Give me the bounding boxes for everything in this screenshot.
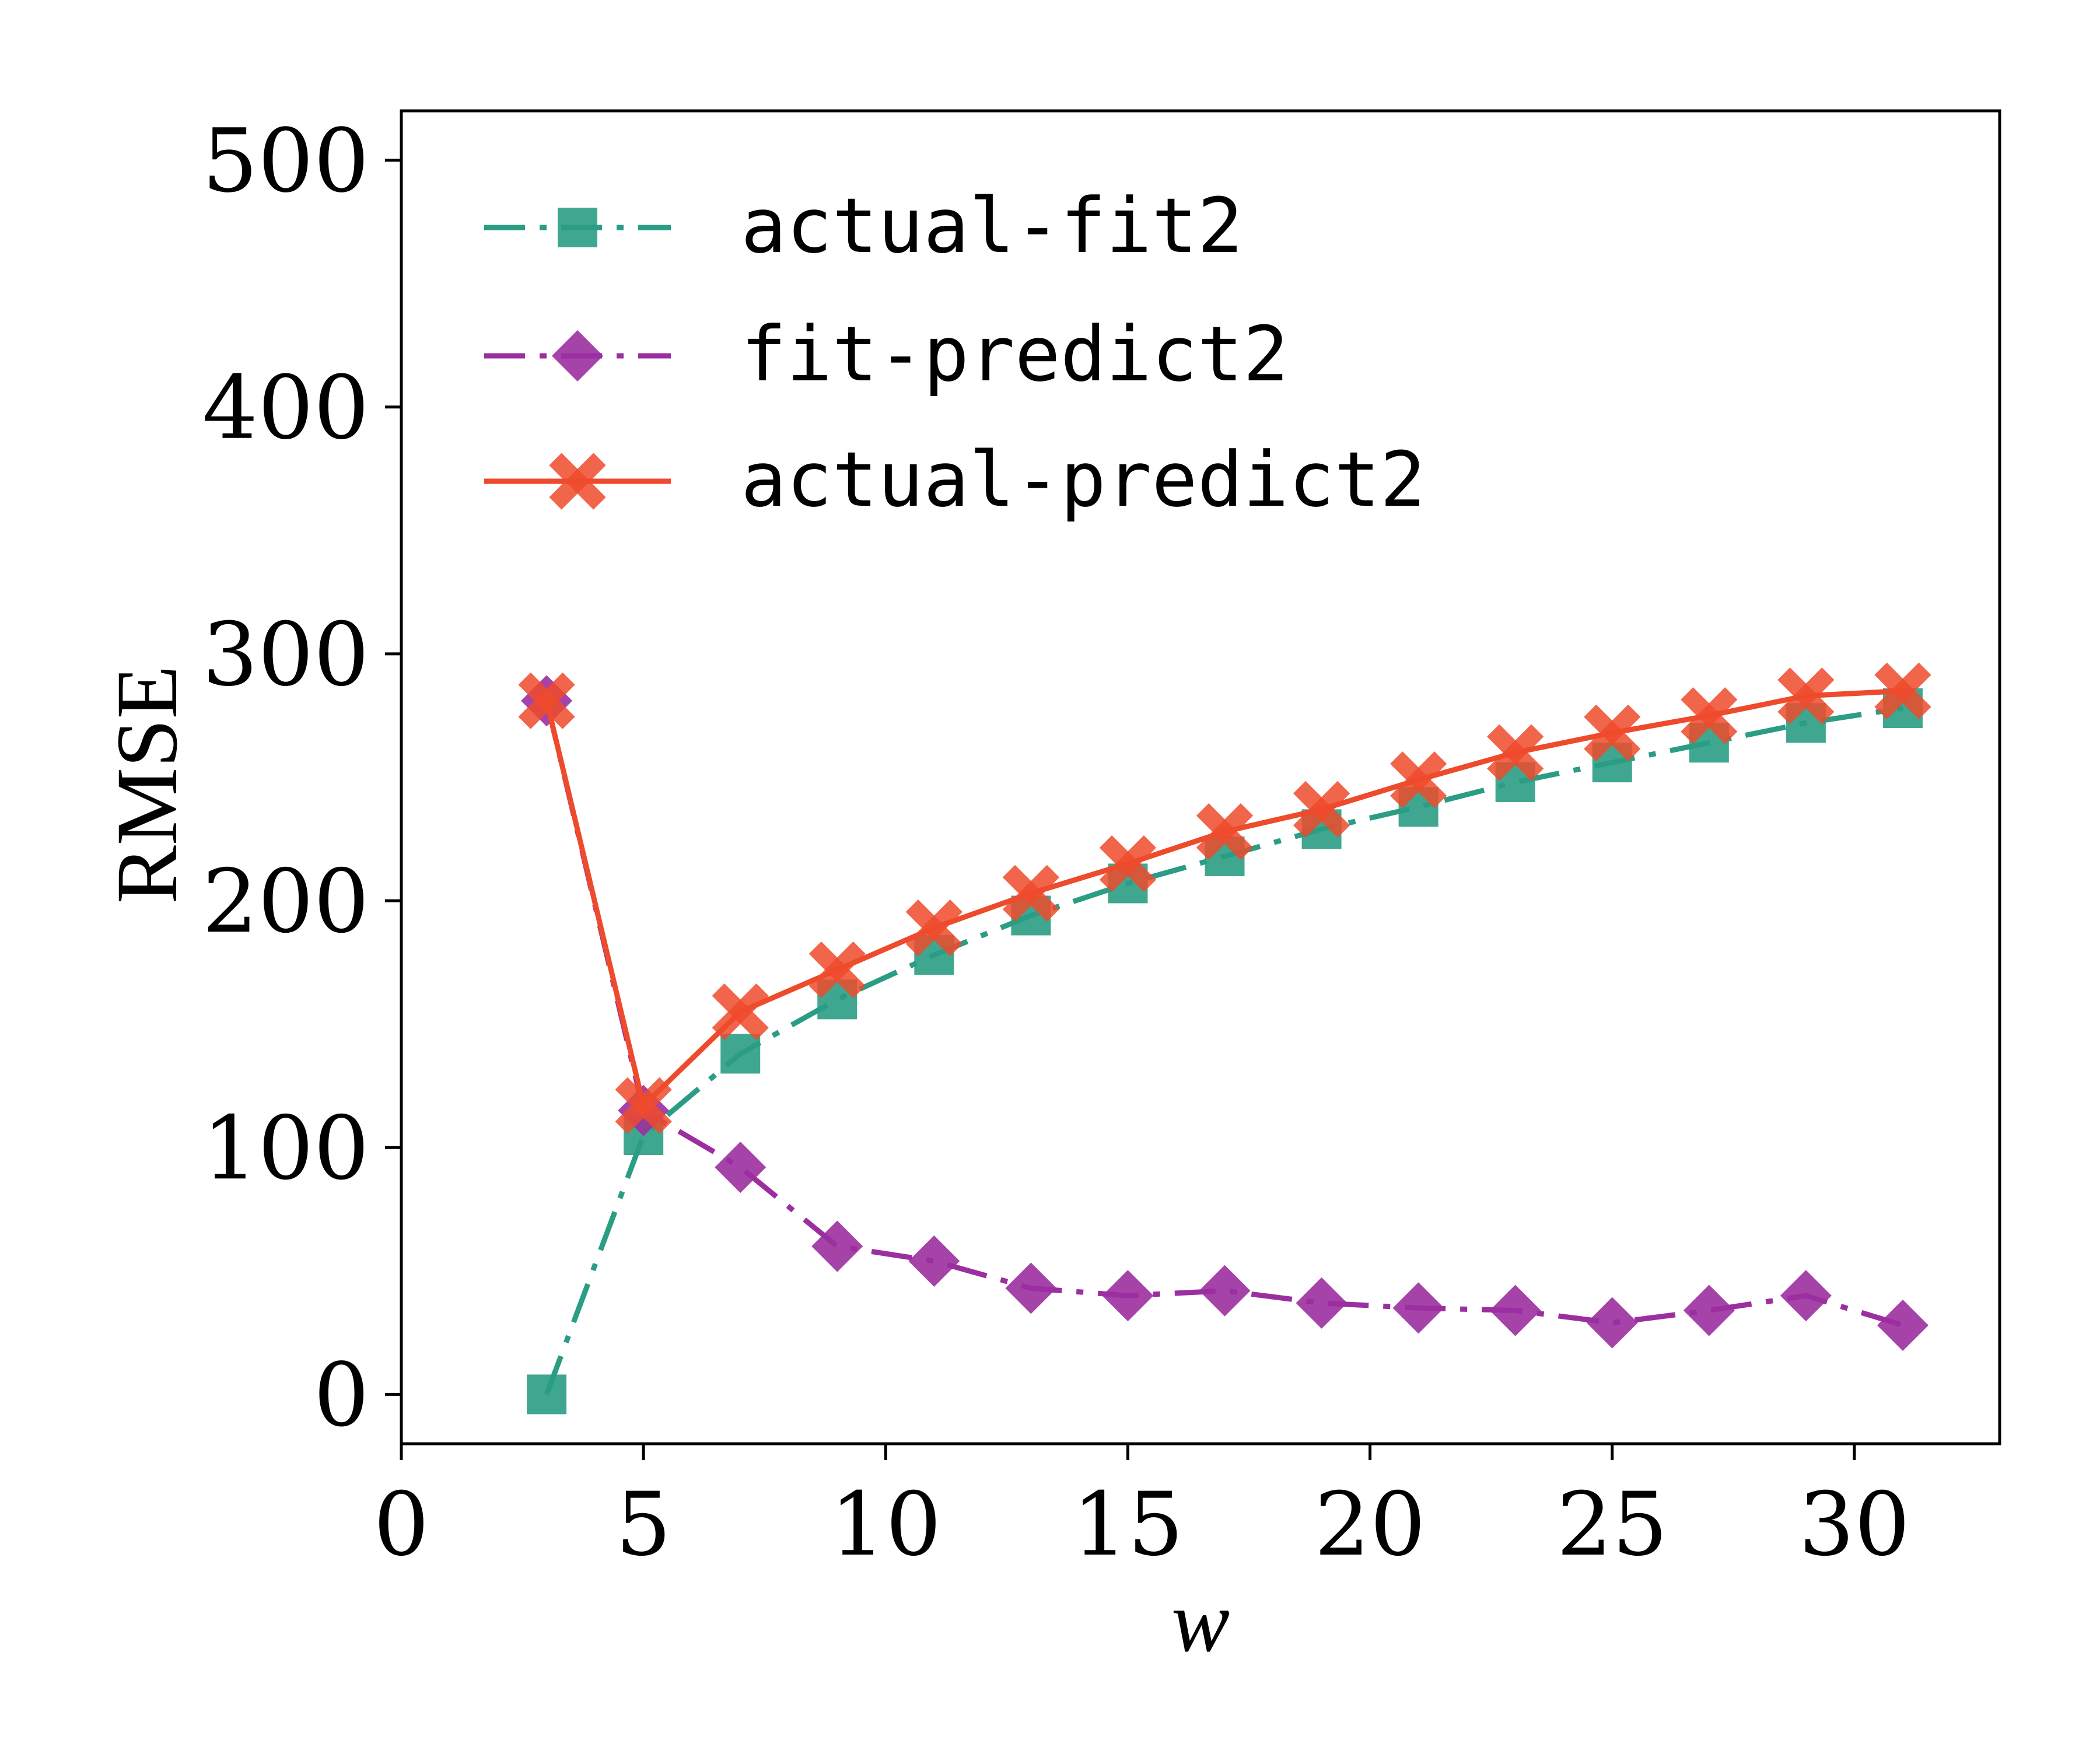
legend-marker: [549, 453, 606, 510]
legend-item: actual-predict2: [484, 435, 1426, 524]
x-axis: 0 5 10 15 20 25 30: [373, 1444, 1910, 1576]
data-point: [1005, 1262, 1057, 1314]
data-point: [1877, 1299, 1929, 1351]
data-point: [1196, 803, 1254, 860]
y-tick-label: 500: [202, 111, 369, 212]
series-layer: [518, 662, 1931, 1415]
legend-label: actual-fit2: [741, 181, 1243, 270]
data-point: [712, 983, 769, 1041]
x-tick-label: 10: [830, 1474, 942, 1576]
series-line: [544, 700, 1904, 1328]
series-actual-predict2: [518, 662, 1931, 1134]
plot-frame: [400, 109, 2001, 1446]
data-point: [1681, 687, 1738, 744]
data-point: [811, 1220, 863, 1272]
x-tick-label: 25: [1556, 1474, 1668, 1576]
data-point: [518, 672, 575, 729]
data-point: [715, 1142, 766, 1194]
data-point: [1390, 751, 1447, 808]
x-tick-label: 30: [1798, 1474, 1910, 1576]
data-point: [1099, 835, 1157, 892]
data-point: [1487, 724, 1544, 781]
data-point: [1683, 1284, 1735, 1336]
data-point: [905, 900, 963, 957]
data-point: [720, 1034, 761, 1074]
data-point: [808, 941, 866, 999]
data-point: [1293, 780, 1350, 838]
data-point: [1489, 1284, 1541, 1336]
legend-item: fit-predict2: [484, 310, 1289, 398]
legend-marker: [558, 208, 597, 247]
x-axis-label: w: [1171, 1573, 1230, 1670]
plot-area: [401, 111, 2000, 1444]
data-point: [1874, 662, 1931, 720]
data-point: [1777, 667, 1835, 724]
data-point: [1102, 1270, 1154, 1322]
legend-item: actual-fit2: [484, 181, 1243, 270]
y-tick-label: 400: [202, 358, 369, 459]
data-point: [527, 1374, 567, 1415]
data-point: [908, 1235, 960, 1287]
y-tick-label: 300: [202, 604, 369, 706]
data-point: [1002, 864, 1060, 922]
y-tick-label: 0: [314, 1345, 369, 1446]
x-tick-label: 20: [1314, 1474, 1426, 1576]
data-point: [1392, 1282, 1444, 1334]
y-axis: 0 100 200 300 400 500: [202, 111, 401, 1446]
legend-label: fit-predict2: [741, 310, 1289, 398]
x-tick-label: 0: [373, 1474, 429, 1576]
legend: actual-fit2 fit-predict2 actual-predict2: [484, 181, 1426, 524]
y-axis-label: RMSE: [99, 666, 195, 904]
y-tick-label: 200: [202, 851, 369, 953]
data-point: [1296, 1277, 1348, 1329]
data-point: [1586, 1297, 1638, 1349]
data-point: [1780, 1270, 1832, 1322]
x-tick-label: 5: [615, 1474, 671, 1576]
y-tick-label: 100: [202, 1098, 369, 1199]
data-point: [1584, 704, 1641, 761]
data-point: [1199, 1265, 1251, 1317]
legend-marker: [552, 330, 603, 382]
legend-label: actual-predict2: [741, 435, 1426, 524]
data-point: [615, 1077, 672, 1134]
x-tick-label: 15: [1072, 1474, 1184, 1576]
